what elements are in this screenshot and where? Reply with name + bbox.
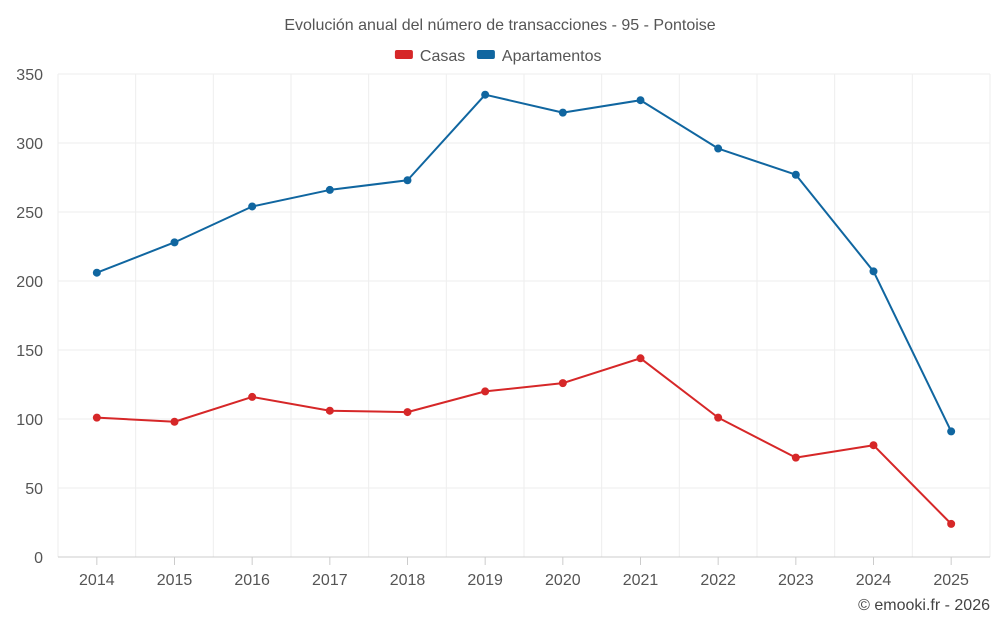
data-point xyxy=(481,387,490,396)
data-point xyxy=(947,519,956,528)
data-point xyxy=(714,413,723,422)
legend-label: Casas xyxy=(420,48,465,65)
legend-swatch xyxy=(476,50,495,59)
data-point xyxy=(714,144,723,153)
data-point xyxy=(558,108,567,117)
x-tick-label: 2020 xyxy=(545,572,581,589)
chart-title: Evolución anual del número de transaccio… xyxy=(284,17,715,34)
x-tick-label: 2015 xyxy=(157,572,193,589)
data-point xyxy=(92,413,101,422)
x-tick-label: 2023 xyxy=(778,572,814,589)
data-point xyxy=(869,441,878,450)
x-tick-label: 2018 xyxy=(390,572,426,589)
data-point xyxy=(869,267,878,276)
data-point xyxy=(325,406,334,415)
axes: 0 50 100 150 200 250 300 350 2014 2015 2016 2017 201… xyxy=(16,67,990,589)
data-point xyxy=(403,176,412,185)
data-point xyxy=(636,354,645,363)
data-point xyxy=(636,96,645,105)
series-layer xyxy=(92,90,956,528)
x-tick-label: 2021 xyxy=(623,572,659,589)
series-casas xyxy=(92,354,956,528)
data-point xyxy=(248,202,257,211)
data-point xyxy=(403,408,412,417)
credit-text: © emooki.fr - 2026 xyxy=(858,597,990,614)
y-tick-label: 250 xyxy=(16,205,43,222)
y-tick-label: 150 xyxy=(16,343,43,360)
data-point xyxy=(481,90,490,99)
data-point xyxy=(92,268,101,277)
x-tick-label: 2024 xyxy=(856,572,892,589)
x-tick-label: 2019 xyxy=(467,572,503,589)
legend-swatch xyxy=(394,50,413,59)
data-point xyxy=(791,453,800,462)
data-point xyxy=(558,379,567,388)
x-tick-label: 2016 xyxy=(234,572,270,589)
series-line xyxy=(96,93,953,432)
y-tick-label: 350 xyxy=(16,67,43,84)
y-tick-label: 100 xyxy=(16,412,43,429)
legend: Casas Apartamentos xyxy=(394,48,602,65)
y-tick-label: 300 xyxy=(16,136,43,153)
grid xyxy=(57,73,991,557)
series-line xyxy=(96,357,952,525)
data-point xyxy=(170,238,179,247)
x-tick-label: 2025 xyxy=(933,572,969,589)
x-tick-label: 2022 xyxy=(700,572,736,589)
data-point xyxy=(325,185,334,194)
data-point xyxy=(791,170,800,179)
y-tick-label: 200 xyxy=(16,274,43,291)
x-tick-label: 2014 xyxy=(79,572,115,589)
data-point xyxy=(248,392,257,401)
legend-item-apartamentos: Apartamentos xyxy=(476,48,602,65)
x-tick-label: 2017 xyxy=(312,572,348,589)
y-tick-label: 0 xyxy=(34,550,43,567)
legend-label: Apartamentos xyxy=(502,48,602,65)
legend-item-casas: Casas xyxy=(394,48,465,65)
data-point xyxy=(170,417,179,426)
y-tick-label: 50 xyxy=(25,481,43,498)
series-apartamentos xyxy=(92,90,956,436)
data-point xyxy=(947,427,956,436)
